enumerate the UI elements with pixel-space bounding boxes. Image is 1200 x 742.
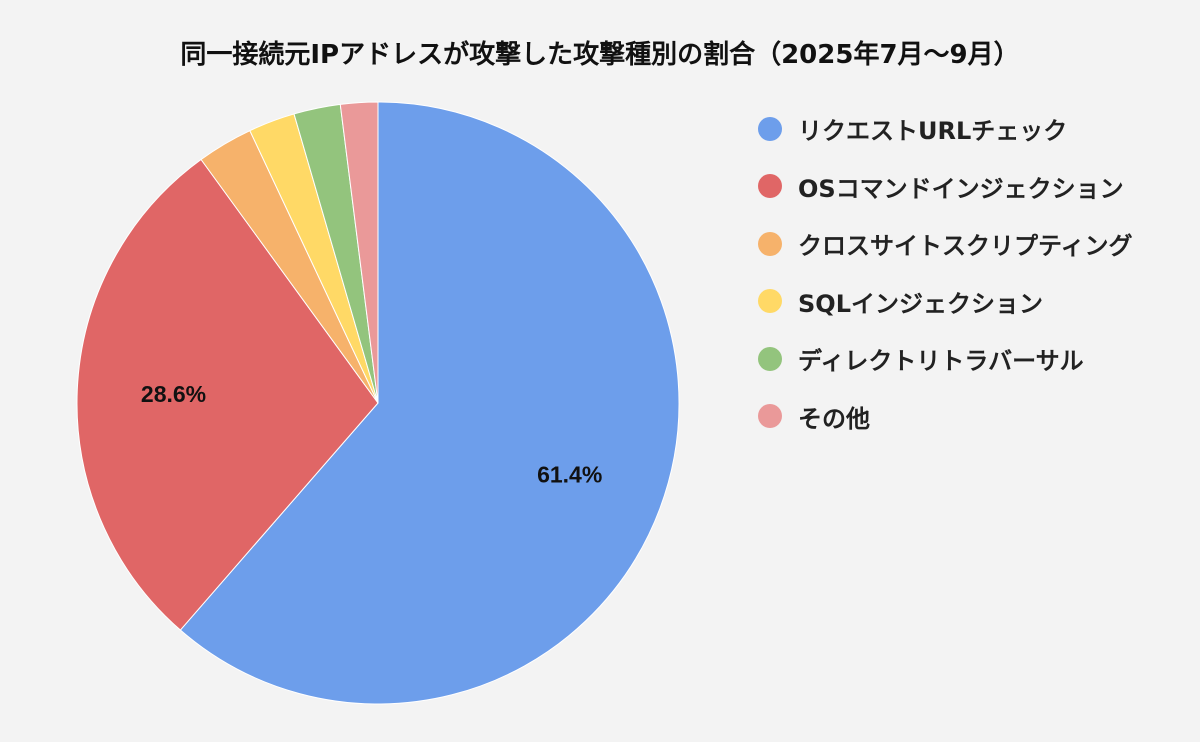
legend-item: ディレクトリトラバーサル xyxy=(758,330,1133,388)
legend-swatch xyxy=(758,404,782,429)
legend-label: その他 xyxy=(798,404,870,433)
pie-chart: 61.4% 28.6% xyxy=(76,101,680,705)
chart-title: 同一接続元IPアドレスが攻撃した攻撃種別の割合（2025年7月〜9月） xyxy=(180,40,1020,70)
legend-swatch xyxy=(758,116,782,141)
legend-item: SQLインジェクション xyxy=(758,273,1133,331)
legend: リクエストURLチェック OSコマンドインジェクション クロスサイトスクリプティング… xyxy=(758,100,1133,445)
pie-slice-1 xyxy=(179,101,680,705)
legend-item: クロスサイトスクリプティング xyxy=(758,215,1133,273)
legend-item: その他 xyxy=(758,388,1133,446)
legend-swatch xyxy=(758,289,782,314)
pie-slice-6 xyxy=(339,101,379,404)
legend-item: OSコマンドインジェクション xyxy=(758,158,1133,216)
slice-label-2: 28.6% xyxy=(141,381,206,407)
pie-slices xyxy=(76,101,680,705)
legend-label: クロスサイトスクリプティング xyxy=(798,232,1133,261)
slice-label-1: 61.4% xyxy=(537,462,602,488)
legend-swatch xyxy=(758,346,782,371)
legend-swatch xyxy=(758,231,782,256)
legend-label: SQLインジェクション xyxy=(798,289,1043,318)
pie-slice-2 xyxy=(76,158,379,631)
legend-label: OSコマンドインジェクション xyxy=(798,174,1124,203)
legend-swatch xyxy=(758,174,782,199)
pie-labels: 61.4% 28.6% xyxy=(141,381,602,488)
legend-label: リクエストURLチェック xyxy=(798,117,1068,146)
legend-item: リクエストURLチェック xyxy=(758,100,1133,158)
legend-label: ディレクトリトラバーサル xyxy=(798,347,1084,376)
